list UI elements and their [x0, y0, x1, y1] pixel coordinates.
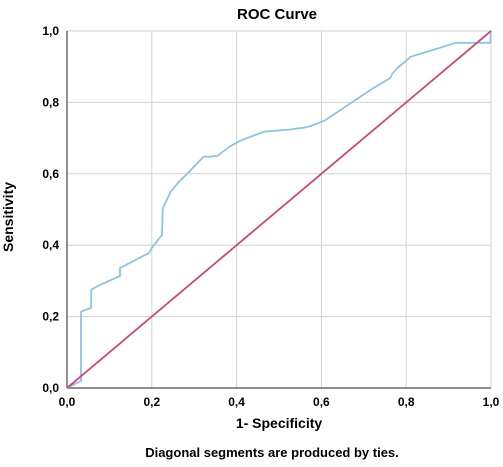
chart-footnote: Diagonal segments are produced by ties. — [145, 445, 399, 460]
y-tick-label: 1,0 — [42, 24, 59, 38]
y-tick-label: 0,2 — [42, 310, 59, 324]
chart-title: ROC Curve — [237, 6, 317, 23]
y-tick-label: 0,4 — [42, 238, 59, 252]
x-tick-label: 1,0 — [483, 395, 500, 409]
reference-diagonal-line — [66, 30, 492, 389]
tick-labels: 0,0 0,2 0,4 0,6 0,8 1,0 0,0 0,2 0,4 0,6 0,8 1,0 — [42, 24, 499, 409]
series-layer — [66, 30, 492, 389]
y-tick-label: 0,8 — [42, 95, 59, 109]
roc-curve-line — [66, 30, 492, 389]
y-tick-label: 0,6 — [42, 167, 59, 181]
x-tick-label: 0,0 — [59, 395, 76, 409]
y-tick-label: 0,0 — [42, 381, 59, 395]
y-axis-title: Sensitivity — [0, 182, 16, 252]
axes — [66, 31, 491, 389]
x-tick-label: 0,2 — [143, 395, 160, 409]
x-tick-label: 0,6 — [313, 395, 330, 409]
x-tick-label: 0,8 — [398, 395, 415, 409]
x-tick-label: 0,4 — [228, 395, 245, 409]
x-axis-title: 1- Specificity — [236, 415, 323, 431]
